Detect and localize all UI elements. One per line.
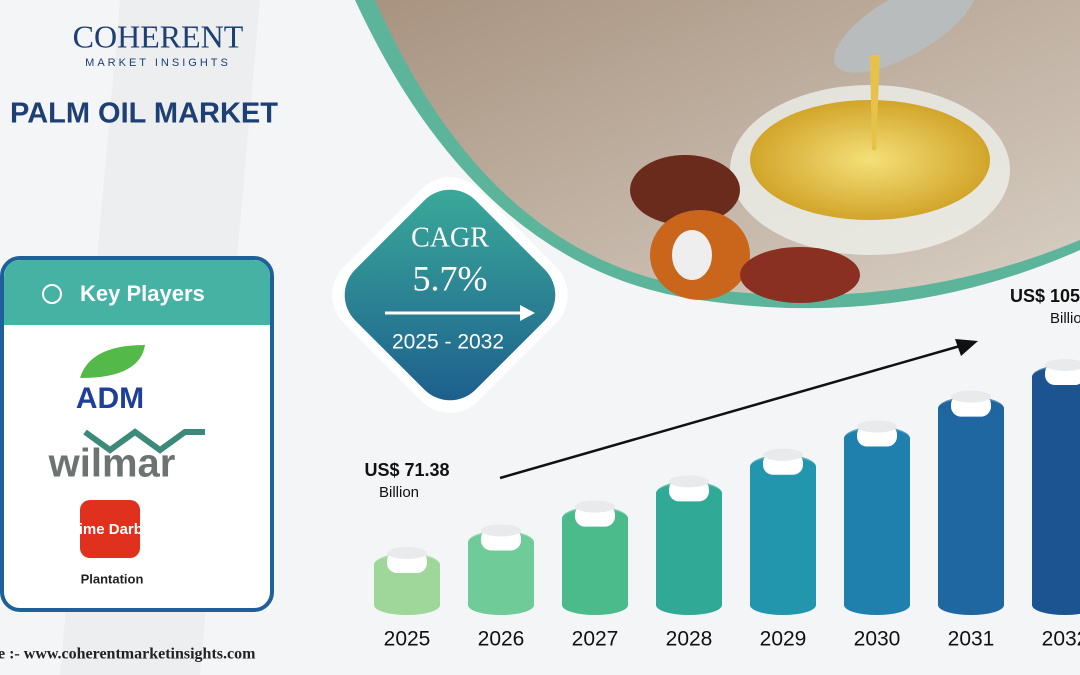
bar bbox=[844, 428, 910, 615]
bar-cap-top bbox=[857, 420, 897, 433]
value-unit: Billion bbox=[379, 484, 419, 501]
cagr-period: 2025 - 2032 bbox=[392, 331, 504, 354]
fruit-kernel bbox=[672, 230, 712, 280]
bar bbox=[468, 532, 534, 615]
bar-cap-top bbox=[575, 500, 615, 513]
x-tick-label: 2028 bbox=[666, 628, 713, 651]
adm-leaf bbox=[80, 345, 145, 378]
spoon bbox=[834, 0, 976, 73]
bar-cap-top bbox=[1045, 359, 1080, 371]
fruit bbox=[740, 247, 860, 303]
player-logo: Sime Darby bbox=[69, 521, 152, 538]
bar bbox=[1032, 367, 1080, 615]
players-header bbox=[4, 260, 270, 325]
x-tick-label: 2031 bbox=[948, 628, 995, 651]
sime-darby-badge bbox=[80, 500, 140, 558]
page-title: PALM OIL MARKET bbox=[10, 98, 278, 130]
value-label: US$ 105 bbox=[1010, 286, 1080, 306]
x-tick-label: 2029 bbox=[760, 628, 807, 651]
value-unit: Billion bbox=[1050, 310, 1080, 327]
trend-arrowhead bbox=[955, 339, 978, 356]
oil bbox=[750, 100, 990, 220]
player-note: Plantation bbox=[81, 571, 144, 586]
key-icon bbox=[42, 284, 62, 304]
cagr-value: 5.7% bbox=[413, 258, 488, 298]
x-tick-label: 2025 bbox=[384, 628, 431, 651]
bar-cap-top bbox=[387, 547, 427, 559]
oil-stream bbox=[870, 55, 880, 150]
bar bbox=[938, 398, 1004, 615]
players-heading: Key Players bbox=[80, 281, 205, 306]
x-tick-label: 2026 bbox=[478, 628, 525, 651]
fruit bbox=[630, 155, 740, 225]
bar bbox=[656, 483, 722, 615]
bar-cap-top bbox=[481, 524, 521, 537]
x-tick-label: 2027 bbox=[572, 628, 619, 651]
cagr-arrowhead bbox=[520, 305, 535, 321]
cagr-diamond bbox=[344, 189, 556, 401]
trend-arrow bbox=[499, 344, 961, 480]
bar-cap-top bbox=[669, 475, 709, 488]
wilmar-mark bbox=[83, 428, 205, 454]
logo-name: COHERENT bbox=[73, 18, 244, 54]
bar-cap-top bbox=[763, 448, 803, 461]
source: e :- www.coherentmarketinsights.com bbox=[0, 646, 256, 663]
value-label: US$ 71.38 bbox=[364, 460, 449, 480]
bar bbox=[562, 508, 628, 615]
bar bbox=[750, 456, 816, 615]
bar-cap-top bbox=[951, 390, 991, 403]
logo-tagline: MARKET INSIGHTS bbox=[85, 57, 231, 69]
cagr-label: CAGR bbox=[411, 222, 489, 253]
x-tick-label: 2032 bbox=[1042, 628, 1080, 651]
bar-chart: 2025 US$ 71.38 Billion 2026 2027 2028 2029 2030… bbox=[364, 286, 1080, 651]
player-logo: ADM bbox=[76, 382, 144, 415]
player-logo: wilmar bbox=[48, 442, 176, 486]
x-tick-label: 2030 bbox=[854, 628, 901, 651]
